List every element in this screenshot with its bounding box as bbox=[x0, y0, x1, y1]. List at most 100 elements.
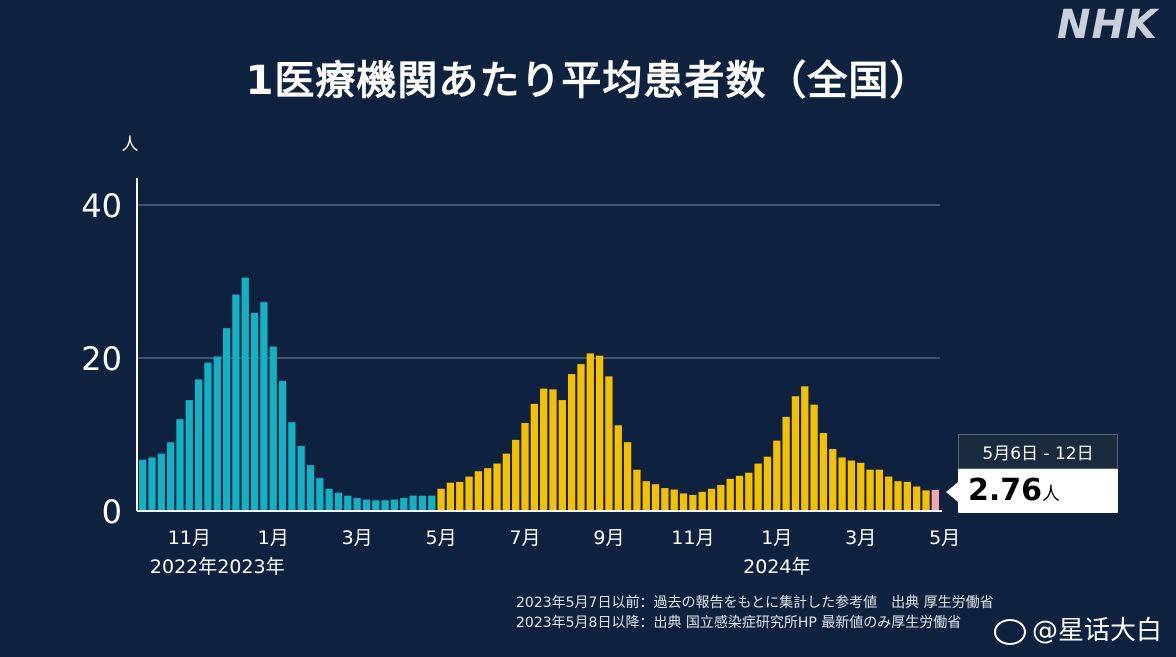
bar bbox=[605, 376, 613, 511]
bar bbox=[577, 364, 585, 511]
bar bbox=[801, 386, 809, 511]
bar bbox=[232, 294, 240, 511]
bar bbox=[866, 469, 874, 511]
bar bbox=[922, 490, 930, 511]
y-tick-labels: 0 20 40 bbox=[81, 187, 122, 531]
bar bbox=[875, 469, 884, 511]
bar bbox=[698, 491, 706, 512]
bar bbox=[400, 498, 408, 511]
latest-value-callout: 5月6日 - 12日 2.76人 bbox=[946, 434, 1118, 513]
callout-value-box: 2.76人 bbox=[958, 469, 1118, 513]
bar bbox=[372, 500, 380, 511]
y-tick-label: 0 bbox=[102, 493, 122, 531]
bar bbox=[586, 353, 594, 511]
x-month-label: 1月 bbox=[258, 527, 289, 549]
bar bbox=[139, 459, 147, 511]
y-tick-label: 20 bbox=[81, 340, 122, 378]
bar bbox=[614, 425, 622, 511]
x-month-label: 9月 bbox=[593, 527, 624, 549]
bar bbox=[642, 481, 650, 511]
bar bbox=[838, 457, 846, 511]
bar bbox=[334, 492, 343, 511]
bar bbox=[735, 475, 744, 511]
bar bbox=[446, 482, 455, 511]
bar bbox=[633, 469, 641, 511]
bar bbox=[157, 453, 165, 512]
bar bbox=[931, 489, 939, 511]
bar bbox=[316, 478, 324, 511]
x-month-label: 11月 bbox=[671, 527, 714, 549]
bar bbox=[390, 499, 399, 511]
bar bbox=[297, 445, 305, 511]
bar bbox=[707, 488, 716, 511]
bar bbox=[344, 495, 352, 511]
bar bbox=[456, 481, 464, 511]
callout-value: 2.76 bbox=[968, 473, 1043, 508]
nhk-logo: NHK bbox=[1057, 2, 1158, 48]
bar bbox=[213, 356, 221, 511]
weibo-icon bbox=[993, 618, 1026, 645]
bar bbox=[418, 495, 427, 511]
bar bbox=[185, 400, 193, 511]
y-axis-unit-label: 人 bbox=[122, 135, 139, 155]
x-month-label: 5月 bbox=[426, 527, 457, 549]
bar bbox=[409, 495, 417, 511]
bar bbox=[595, 355, 604, 511]
callout-date-range: 5月6日 - 12日 bbox=[958, 434, 1118, 469]
x-month-label: 5月 bbox=[929, 527, 960, 549]
footnote-2: 2023年5月8日以降：出典 国立感染症研究所HP 最新値のみ厚生労働省 bbox=[516, 615, 962, 631]
bar bbox=[484, 468, 492, 511]
gridlines bbox=[138, 204, 940, 359]
bar bbox=[176, 419, 184, 511]
footnote-1: 2023年5月7日以前：過去の報告をもとに集計した参考値 出典 厚生労働省 bbox=[516, 595, 994, 611]
x-year-label: 2024年 bbox=[743, 556, 810, 578]
y-tick-label: 40 bbox=[81, 187, 122, 225]
bar bbox=[549, 389, 557, 511]
x-tick-labels: 11月 1月 3月 5月 7月 9月 11月 1月 3月 5月 2022年2023年 2024年 bbox=[150, 527, 960, 578]
bar bbox=[241, 277, 249, 511]
bar bbox=[353, 498, 361, 511]
bar bbox=[465, 476, 473, 511]
bar bbox=[306, 465, 315, 511]
bar bbox=[717, 484, 725, 511]
watermark-text: @星话大白 bbox=[1031, 616, 1162, 646]
bar bbox=[894, 481, 902, 511]
bar bbox=[829, 449, 837, 511]
bar bbox=[278, 380, 287, 511]
bar bbox=[288, 422, 296, 511]
callout-unit: 人 bbox=[1042, 484, 1061, 505]
bar bbox=[745, 472, 753, 511]
chart-title: 1医療機関あたり平均患者数（全国） bbox=[245, 58, 931, 104]
bar bbox=[269, 346, 277, 511]
bar bbox=[530, 403, 538, 511]
bar bbox=[885, 476, 893, 511]
bar bbox=[540, 388, 548, 511]
bar bbox=[791, 396, 800, 511]
bar bbox=[558, 400, 566, 511]
callout-pointer bbox=[946, 482, 958, 502]
x-month-label: 7月 bbox=[509, 527, 540, 549]
bar bbox=[428, 495, 436, 511]
bar bbox=[204, 362, 212, 511]
bar bbox=[521, 423, 529, 511]
bar bbox=[502, 453, 510, 512]
bar bbox=[913, 486, 921, 511]
bar bbox=[194, 379, 203, 511]
bar bbox=[810, 404, 818, 511]
bar bbox=[689, 494, 697, 511]
bar bbox=[857, 462, 865, 511]
bar bbox=[167, 442, 175, 511]
bar bbox=[260, 302, 268, 511]
watermark: @星话大白 bbox=[993, 610, 1162, 647]
bar bbox=[568, 374, 576, 511]
bar bbox=[512, 439, 520, 511]
bar bbox=[670, 489, 678, 511]
bar bbox=[773, 440, 781, 511]
bar bbox=[325, 488, 333, 511]
bar bbox=[679, 493, 688, 511]
bar bbox=[148, 457, 156, 511]
bar bbox=[847, 460, 856, 511]
bar bbox=[222, 328, 231, 511]
bar bbox=[726, 478, 734, 511]
